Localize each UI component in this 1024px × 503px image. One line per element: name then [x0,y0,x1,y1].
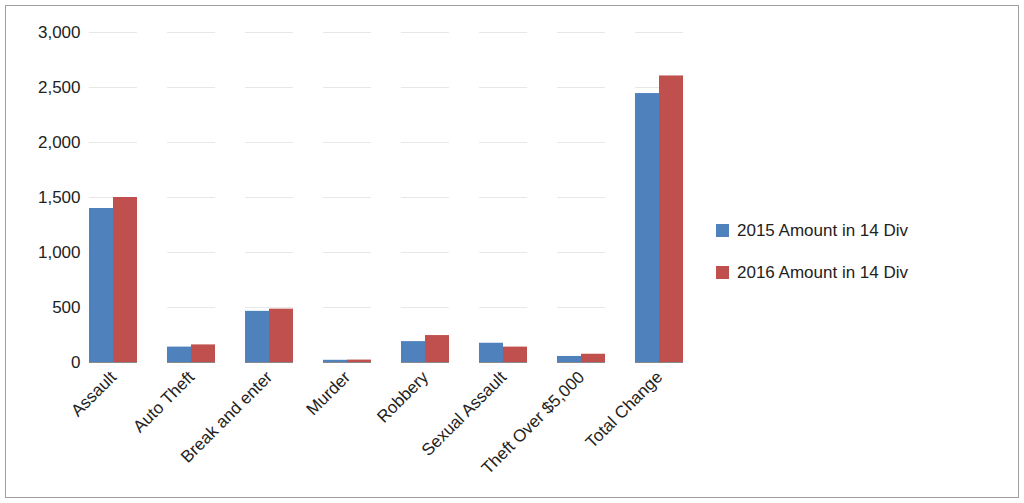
svg-text:Sexual Assault: Sexual Assault [417,367,511,460]
svg-text:Auto Theft: Auto Theft [129,367,198,436]
svg-text:2,000: 2,000 [38,132,81,151]
svg-text:Assault: Assault [67,367,120,420]
svg-text:Murder: Murder [303,367,355,419]
svg-text:Theft Over $5,000: Theft Over $5,000 [478,367,588,477]
svg-text:3,000: 3,000 [38,22,81,41]
svg-text:2,500: 2,500 [38,77,81,96]
svg-text:1,500: 1,500 [38,187,81,206]
svg-text:Total Change: Total Change [582,367,666,451]
svg-text:500: 500 [52,297,80,316]
svg-text:1,000: 1,000 [38,242,81,261]
html-text:2015 Amount in 14 Div: 2015 Amount in 14 Div [737,220,909,240]
svg-text:0: 0 [71,352,80,371]
html-text:2016 Amount in 14 Div: 2016 Amount in 14 Div [737,262,909,282]
svg-text:Robbery: Robbery [373,367,432,426]
svg-text:Break and enter: Break and enter [177,367,276,466]
